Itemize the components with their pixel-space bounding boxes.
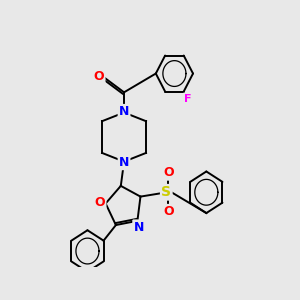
Text: O: O xyxy=(94,70,104,83)
Text: O: O xyxy=(164,205,174,218)
Text: F: F xyxy=(184,94,191,104)
Text: N: N xyxy=(134,221,144,234)
Text: O: O xyxy=(94,196,105,208)
Text: S: S xyxy=(161,185,171,199)
Text: O: O xyxy=(164,167,174,179)
Text: N: N xyxy=(119,105,129,118)
Text: N: N xyxy=(119,156,129,169)
